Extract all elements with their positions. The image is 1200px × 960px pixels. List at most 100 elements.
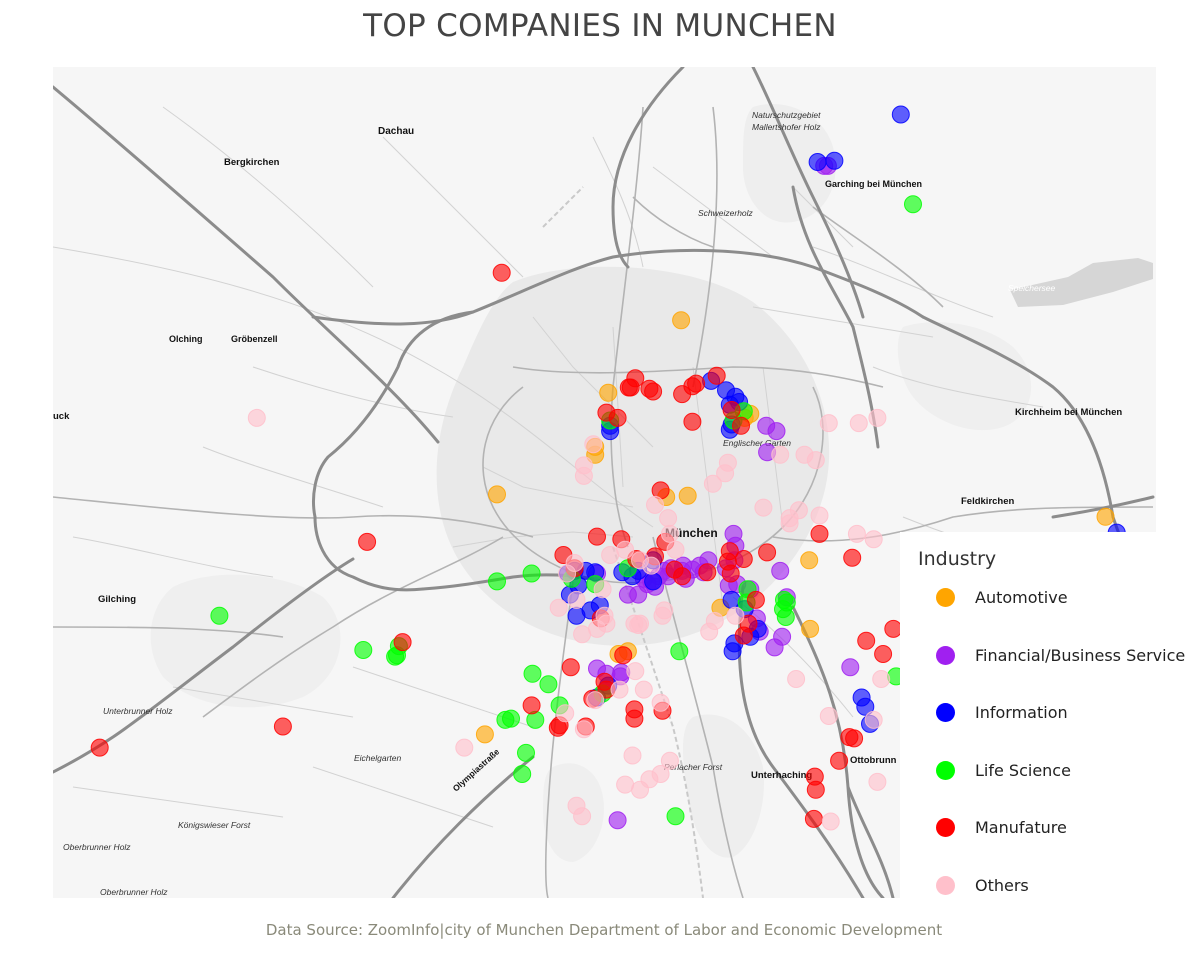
- company-marker-information[interactable]: [723, 642, 742, 661]
- company-marker-others[interactable]: [810, 506, 829, 525]
- company-marker-others[interactable]: [634, 680, 653, 699]
- company-marker-automotive[interactable]: [801, 619, 820, 638]
- company-marker-life-science[interactable]: [210, 606, 229, 625]
- company-marker-others[interactable]: [718, 453, 737, 472]
- company-marker-information[interactable]: [567, 606, 586, 625]
- company-marker-others[interactable]: [556, 704, 575, 723]
- company-marker-others[interactable]: [849, 414, 868, 433]
- company-marker-manufature[interactable]: [843, 548, 862, 567]
- company-marker-automotive[interactable]: [488, 485, 506, 504]
- company-marker-automotive[interactable]: [599, 383, 618, 402]
- company-marker-others[interactable]: [651, 693, 670, 712]
- company-marker-others[interactable]: [567, 796, 586, 815]
- company-marker-financial-business-service[interactable]: [608, 811, 627, 830]
- company-marker-life-science[interactable]: [670, 642, 689, 661]
- company-marker-others[interactable]: [660, 751, 679, 770]
- company-marker-others[interactable]: [847, 524, 866, 543]
- company-marker-manufature[interactable]: [707, 366, 726, 385]
- company-marker-others[interactable]: [549, 598, 568, 617]
- company-marker-manufature[interactable]: [90, 738, 109, 757]
- company-marker-automotive[interactable]: [800, 551, 819, 570]
- company-marker-others[interactable]: [872, 670, 891, 688]
- company-marker-others[interactable]: [610, 680, 629, 699]
- legend-item-automotive[interactable]: Automotive: [936, 582, 1068, 612]
- company-marker-others[interactable]: [616, 775, 635, 794]
- company-marker-others[interactable]: [787, 670, 806, 688]
- company-marker-others[interactable]: [586, 691, 605, 710]
- company-marker-manufature[interactable]: [492, 263, 511, 282]
- company-marker-manufature[interactable]: [640, 379, 659, 398]
- company-marker-information[interactable]: [808, 153, 827, 171]
- company-marker-life-science[interactable]: [496, 710, 515, 729]
- company-marker-automotive[interactable]: [1096, 507, 1115, 526]
- company-marker-others[interactable]: [626, 662, 645, 681]
- company-marker-manufature[interactable]: [273, 717, 292, 736]
- company-marker-manufature[interactable]: [722, 401, 741, 419]
- company-marker-manufature[interactable]: [522, 696, 541, 715]
- company-marker-others[interactable]: [819, 414, 838, 433]
- legend-item-financial[interactable]: Financial/Business Service: [936, 640, 1185, 670]
- company-markers[interactable]: [90, 105, 1156, 831]
- company-marker-manufature[interactable]: [746, 590, 765, 609]
- company-marker-information[interactable]: [825, 151, 844, 170]
- company-marker-manufature[interactable]: [734, 550, 753, 568]
- company-marker-automotive[interactable]: [672, 311, 691, 330]
- company-marker-manufature[interactable]: [687, 374, 706, 393]
- company-marker-others[interactable]: [593, 580, 612, 599]
- company-marker-others[interactable]: [574, 720, 593, 739]
- company-marker-others[interactable]: [629, 616, 648, 634]
- company-marker-others[interactable]: [819, 707, 838, 725]
- legend-item-others[interactable]: Others: [936, 870, 1029, 900]
- company-marker-manufature[interactable]: [857, 631, 876, 650]
- company-marker-others[interactable]: [868, 408, 887, 427]
- company-marker-manufature[interactable]: [830, 751, 849, 770]
- company-marker-others[interactable]: [771, 445, 790, 464]
- company-marker-manufature[interactable]: [393, 633, 412, 652]
- company-marker-manufature[interactable]: [698, 563, 717, 582]
- company-marker-life-science[interactable]: [904, 195, 922, 214]
- company-marker-financial-business-service[interactable]: [765, 638, 784, 657]
- company-marker-manufature[interactable]: [621, 378, 640, 397]
- company-marker-life-science[interactable]: [539, 675, 558, 694]
- company-marker-manufature[interactable]: [358, 532, 377, 551]
- company-marker-others[interactable]: [821, 812, 840, 831]
- company-marker-manufature[interactable]: [758, 543, 777, 562]
- company-marker-manufature[interactable]: [608, 408, 627, 427]
- company-marker-manufature[interactable]: [665, 560, 684, 579]
- company-marker-others[interactable]: [659, 509, 678, 528]
- company-marker-others[interactable]: [754, 498, 773, 517]
- company-marker-life-science[interactable]: [666, 807, 685, 826]
- company-marker-financial-business-service[interactable]: [771, 561, 790, 580]
- company-marker-others[interactable]: [584, 435, 603, 454]
- company-marker-manufature[interactable]: [845, 729, 864, 748]
- legend-item-life-science[interactable]: Life Science: [936, 755, 1071, 785]
- company-marker-life-science[interactable]: [354, 641, 373, 659]
- company-marker-others[interactable]: [646, 495, 664, 514]
- map-frame[interactable]: Dachau Bergkirchen Naturschutzgebiet Maller…: [53, 67, 1156, 898]
- company-marker-others[interactable]: [726, 606, 745, 625]
- company-marker-others[interactable]: [247, 408, 266, 427]
- company-marker-automotive[interactable]: [475, 725, 494, 744]
- legend-item-information[interactable]: Information: [936, 697, 1068, 727]
- company-marker-others[interactable]: [864, 530, 883, 549]
- company-marker-manufature[interactable]: [806, 780, 825, 799]
- company-marker-others[interactable]: [455, 738, 474, 757]
- company-marker-others[interactable]: [623, 746, 642, 765]
- company-marker-others[interactable]: [616, 540, 635, 559]
- company-marker-automotive[interactable]: [678, 486, 697, 505]
- company-marker-others[interactable]: [601, 546, 620, 564]
- company-marker-manufature[interactable]: [683, 412, 702, 431]
- company-marker-manufature[interactable]: [721, 564, 740, 583]
- company-marker-information[interactable]: [644, 572, 663, 591]
- company-marker-others[interactable]: [703, 474, 722, 493]
- company-marker-others[interactable]: [864, 710, 883, 729]
- company-marker-life-science[interactable]: [523, 664, 542, 683]
- company-marker-life-science[interactable]: [488, 572, 506, 591]
- company-marker-others[interactable]: [806, 451, 825, 470]
- company-marker-others[interactable]: [573, 625, 592, 644]
- company-marker-manufature[interactable]: [874, 645, 893, 663]
- company-marker-life-science[interactable]: [517, 743, 535, 762]
- company-marker-others[interactable]: [567, 590, 586, 609]
- map-svg[interactable]: Dachau Bergkirchen Naturschutzgebiet Maller…: [53, 67, 1156, 898]
- company-marker-manufature[interactable]: [625, 709, 644, 728]
